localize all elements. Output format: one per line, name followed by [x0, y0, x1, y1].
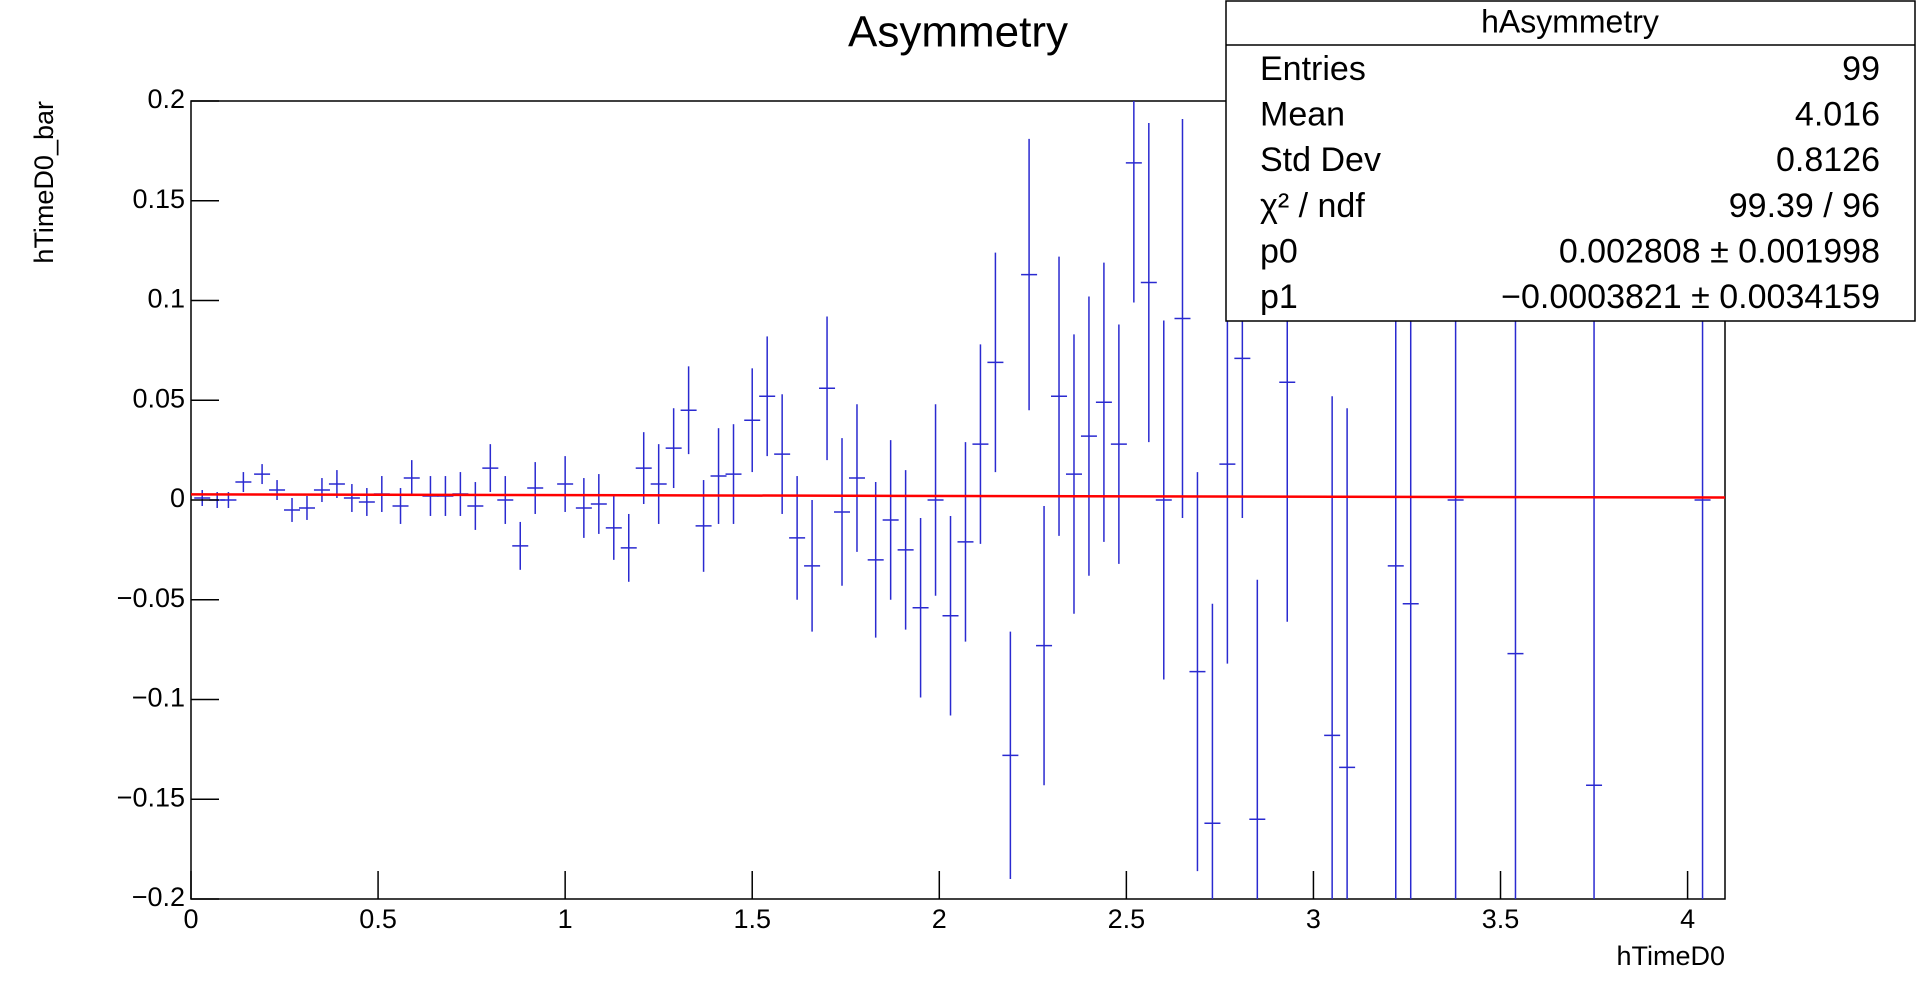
- x-tick-label: 1.5: [733, 904, 771, 934]
- y-tick-label: −0.05: [117, 583, 185, 613]
- stats-value: 0.8126: [1776, 141, 1880, 179]
- stats-frame: [1225, 0, 1916, 322]
- stats-value: 99: [1842, 50, 1880, 88]
- x-tick-label: 1: [558, 904, 573, 934]
- x-tick-label: 3: [1306, 904, 1321, 934]
- stats-title: hAsymmetry: [1481, 3, 1659, 39]
- stats-label: Entries: [1260, 50, 1366, 88]
- stats-label: p1: [1260, 278, 1298, 316]
- y-tick-label: −0.15: [117, 782, 185, 812]
- x-axis-label: hTimeD0: [1616, 941, 1725, 971]
- y-axis-label: hTimeD0_bar: [29, 101, 59, 264]
- fit-line: [191, 493, 1725, 499]
- x-tick-label: 0.5: [359, 904, 397, 934]
- stats-label: Mean: [1260, 96, 1345, 134]
- y-tick-label: 0.2: [147, 84, 185, 114]
- x-tick-label: 2: [932, 904, 947, 934]
- x-tick-label: 3.5: [1482, 904, 1520, 934]
- stats-value: 4.016: [1795, 96, 1880, 134]
- x-tick-label: 0: [183, 904, 198, 934]
- stats-box: hAsymmetry Entries 99 Mean 4.016 Std Dev 0.81…: [1225, 0, 1916, 322]
- stats-label: Std Dev: [1260, 141, 1381, 179]
- y-tick-label: 0.1: [147, 284, 185, 314]
- stats-value: 99.39 / 96: [1729, 187, 1880, 225]
- chart-title: Asymmetry: [848, 8, 1068, 57]
- stats-label: χ² / ndf: [1260, 187, 1365, 225]
- stats-label: p0: [1260, 232, 1298, 270]
- y-tick-label: −0.1: [132, 683, 185, 713]
- y-tick-label: 0.05: [132, 383, 185, 413]
- x-tick-label: 2.5: [1108, 904, 1146, 934]
- y-tick-label: 0.15: [132, 184, 185, 214]
- stats-value: 0.002808 ± 0.001998: [1559, 232, 1880, 270]
- stats-value: −0.0003821 ± 0.0034159: [1501, 278, 1880, 316]
- x-tick-label: 4: [1680, 904, 1695, 934]
- y-tick-label: 0: [170, 483, 185, 513]
- y-tick-label: −0.2: [132, 882, 185, 912]
